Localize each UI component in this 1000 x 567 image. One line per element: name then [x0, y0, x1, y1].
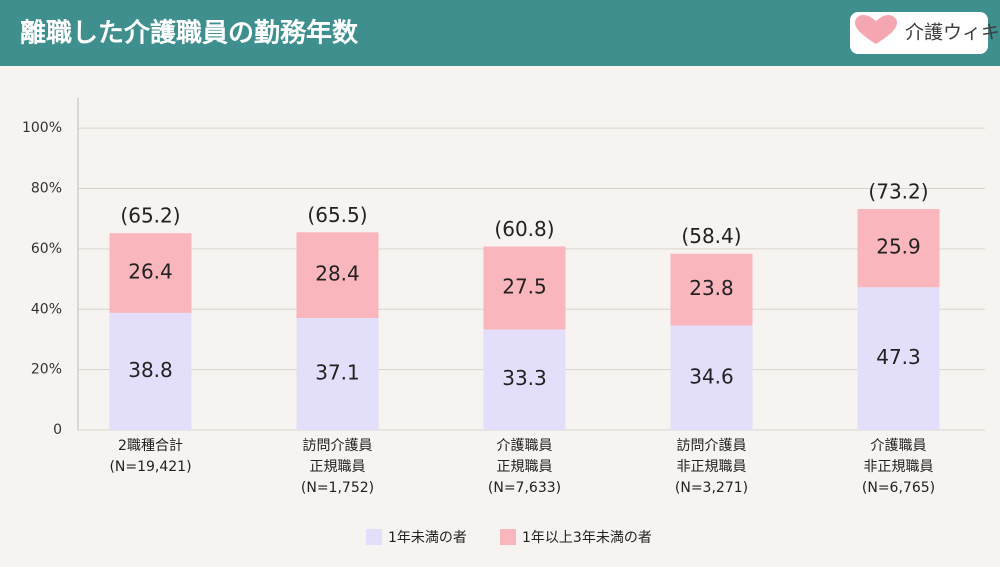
data-label: 37.1 — [315, 361, 360, 385]
x-tick-label: (N=3,271) — [675, 480, 748, 496]
data-label: 26.4 — [128, 260, 173, 284]
bar-segment — [296, 318, 379, 430]
data-label: 25.9 — [876, 235, 921, 259]
x-tick-label: 正規職員 — [497, 459, 553, 475]
bar-segment — [109, 312, 192, 430]
total-label: (65.5) — [307, 203, 367, 227]
x-tick-label: 非正規職員 — [864, 459, 934, 475]
data-label: 33.3 — [502, 366, 547, 390]
bar-segment — [296, 232, 379, 319]
total-label: (60.8) — [494, 217, 554, 241]
bar-segment — [857, 287, 940, 430]
bar-segment — [483, 246, 566, 330]
data-label: 34.6 — [689, 364, 734, 388]
total-label: (58.4) — [681, 224, 741, 248]
x-tick-label: 介護職員 — [497, 438, 553, 454]
y-tick-label: 100% — [22, 120, 62, 136]
bar-segment — [109, 233, 192, 313]
y-tick-label: 20% — [31, 362, 62, 378]
legend-label: 1年以上3年未満の者 — [522, 530, 652, 546]
data-label: 27.5 — [502, 274, 547, 298]
header-bar — [0, 0, 1000, 66]
x-tick-label: 訪問介護員 — [677, 438, 747, 454]
y-tick-label: 80% — [31, 181, 62, 197]
total-label: (65.2) — [120, 204, 180, 228]
bar-segment — [670, 253, 753, 326]
x-tick-label: 介護職員 — [871, 438, 927, 454]
total-label: (73.2) — [868, 180, 928, 204]
x-tick-label: 非正規職員 — [677, 459, 747, 475]
x-tick-label: 2職種合計 — [118, 438, 183, 454]
y-tick-label: 60% — [31, 241, 62, 257]
legend-swatch — [500, 529, 516, 545]
chart-title: 離職した介護職員の勤務年数 — [20, 18, 359, 49]
x-tick-label: 訪問介護員 — [303, 438, 373, 454]
legend-label: 1年未満の者 — [388, 530, 467, 546]
x-tick-label: 正規職員 — [310, 459, 366, 475]
x-tick-label: (N=1,752) — [301, 480, 374, 496]
legend-swatch — [366, 529, 382, 545]
y-tick-label: 40% — [31, 301, 62, 317]
bar-segment — [857, 209, 940, 288]
data-label: 23.8 — [689, 276, 734, 300]
x-tick-label: (N=19,421) — [109, 459, 191, 475]
data-label: 28.4 — [315, 262, 360, 286]
x-tick-label: (N=7,633) — [488, 480, 561, 496]
y-tick-label: 0 — [53, 422, 62, 438]
x-tick-label: (N=6,765) — [862, 480, 935, 496]
brand-icon — [854, 15, 898, 44]
data-label: 38.8 — [128, 358, 173, 382]
bar-segment — [483, 329, 566, 430]
brand-name: 介護ウィキ — [905, 22, 1000, 44]
data-label: 47.3 — [876, 345, 921, 369]
bar-segment — [670, 325, 753, 430]
